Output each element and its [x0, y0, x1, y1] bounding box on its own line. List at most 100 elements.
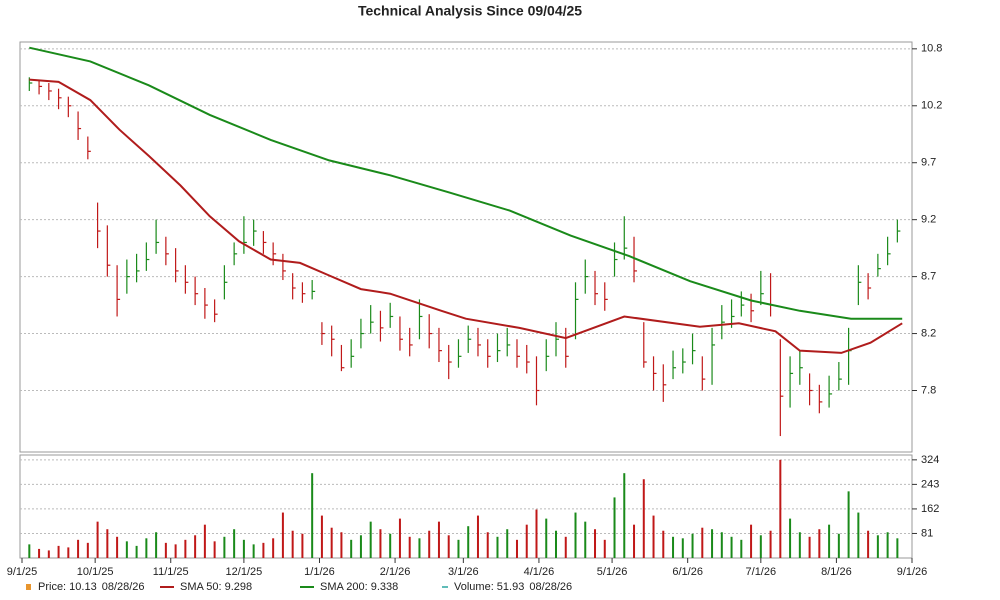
x-tick-label: 7/1/26 — [746, 566, 777, 578]
x-tick-label: 4/1/26 — [524, 566, 555, 578]
volume-bar — [67, 547, 70, 558]
volume-bar — [38, 548, 41, 558]
volume-bar — [701, 527, 704, 558]
volume-bar — [340, 532, 343, 558]
volume-bar — [57, 545, 60, 558]
y-tick-label: 324 — [921, 454, 939, 466]
volume-bar — [86, 542, 89, 558]
volume-bar — [77, 539, 80, 558]
volume-bar — [350, 539, 353, 558]
volume-bar — [223, 536, 226, 558]
sma-line — [29, 46, 903, 320]
y-tick-label: 7.8 — [921, 384, 936, 396]
volume-bar — [369, 521, 372, 558]
volume-bar — [740, 539, 743, 558]
volume-bar — [47, 550, 50, 558]
volume-bar — [896, 538, 899, 558]
volume-bar — [281, 512, 284, 558]
volume-bar — [837, 533, 840, 558]
volume-bar — [145, 538, 148, 558]
volume-bar — [603, 539, 606, 558]
volume-bar — [506, 529, 509, 558]
legend-label: SMA 50: 9.298 — [180, 581, 252, 593]
volume-bar — [174, 544, 177, 558]
volume-bar — [876, 535, 879, 558]
x-tick-label: 10/1/25 — [77, 566, 114, 578]
volume-bar — [496, 536, 499, 558]
volume-bar — [886, 532, 889, 558]
chart-title: Technical Analysis Since 09/04/25 — [358, 3, 582, 19]
volume-bar — [633, 524, 636, 558]
volume-bar — [418, 538, 421, 558]
volume-bar — [359, 535, 362, 558]
price-panel — [19, 41, 913, 453]
volume-bar — [623, 473, 626, 558]
volume-bar — [594, 529, 597, 558]
volume-bar — [262, 542, 265, 558]
volume-bar — [779, 459, 782, 558]
volume-bar — [662, 530, 665, 558]
x-tick-label: 1/1/26 — [304, 566, 335, 578]
volume-bar — [574, 512, 577, 558]
x-tick-label: 3/1/26 — [448, 566, 479, 578]
x-tick-label: 12/1/25 — [226, 566, 263, 578]
volume-bar — [476, 515, 479, 558]
legend-swatch — [26, 584, 31, 590]
volume-bar — [437, 521, 440, 558]
x-tick-label: 6/1/26 — [672, 566, 703, 578]
volume-bar — [389, 533, 392, 558]
volume-bar — [545, 518, 548, 558]
volume-bar — [691, 533, 694, 558]
volume-bar — [467, 526, 470, 558]
volume-bar — [642, 479, 645, 558]
volume-bar — [398, 518, 401, 558]
y-tick-label: 9.7 — [921, 157, 936, 169]
volume-bar — [535, 509, 538, 558]
volume-bar — [447, 535, 450, 558]
volume-bar — [720, 532, 723, 558]
volume-bar — [515, 539, 518, 558]
volume-bar — [184, 539, 187, 558]
volume-bar — [867, 530, 870, 558]
volume-bar — [555, 530, 557, 558]
volume-bar — [750, 524, 753, 558]
x-tick-label: 5/1/26 — [597, 566, 628, 578]
volume-bar — [320, 515, 323, 558]
x-tick-label: 9/1/25 — [7, 566, 38, 578]
volume-bar — [759, 535, 762, 558]
y-tick-label: 8.2 — [921, 327, 936, 339]
volume-bar — [613, 497, 616, 558]
volume-bar — [408, 536, 411, 558]
volume-bar — [798, 532, 801, 558]
volume-bar — [730, 536, 733, 558]
legend-date: 08/28/26 — [102, 581, 145, 593]
sma-line — [29, 78, 903, 354]
volume-bar — [155, 532, 158, 558]
volume-bar — [96, 521, 99, 558]
volume-bar — [106, 529, 109, 558]
volume-bar — [301, 533, 304, 558]
x-tick-label: 9/1/26 — [897, 566, 928, 578]
volume-bar — [242, 539, 245, 558]
volume-bar — [818, 529, 821, 558]
volume-panel — [19, 454, 913, 559]
volume-bar — [311, 473, 314, 558]
volume-bar — [116, 536, 119, 558]
volume-bar — [525, 524, 528, 558]
volume-bar — [584, 521, 587, 558]
volume-bar — [681, 538, 684, 558]
x-tick-label: 8/1/26 — [821, 566, 852, 578]
volume-bar — [672, 536, 675, 558]
volume-bar — [213, 541, 216, 558]
volume-bar — [379, 529, 382, 558]
y-tick-label: 243 — [921, 478, 939, 490]
x-tick-label: 11/1/25 — [153, 566, 189, 578]
volume-bar — [457, 539, 460, 558]
volume-bar — [28, 544, 31, 558]
volume-bar — [857, 512, 860, 558]
y-tick-label: 10.2 — [921, 100, 942, 112]
volume-bar — [808, 536, 811, 558]
volume-bar — [428, 530, 431, 558]
